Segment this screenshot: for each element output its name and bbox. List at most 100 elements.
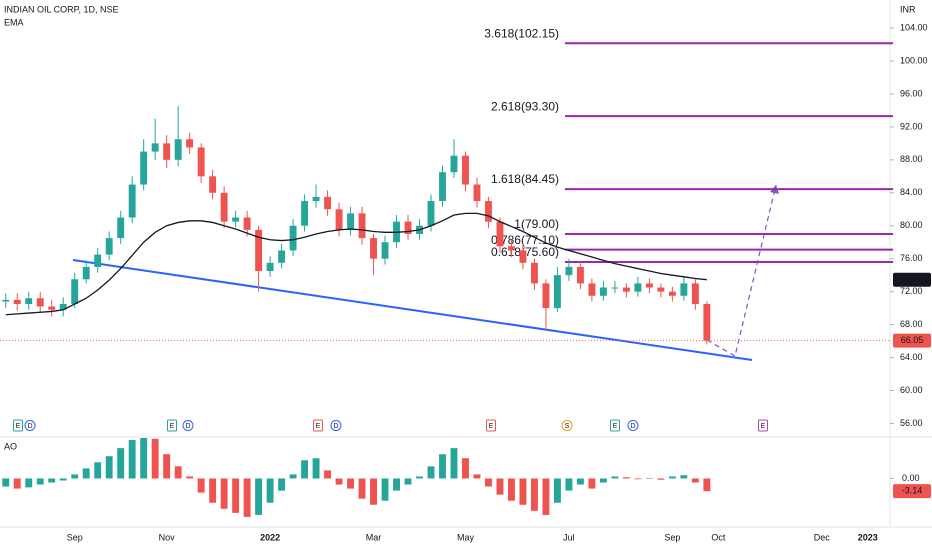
ao-tick-label: 0.00 — [902, 473, 920, 483]
candle-body — [289, 225, 297, 251]
last-price-label: 66.05 — [901, 335, 924, 345]
ao-bar — [599, 478, 607, 483]
ao-bar — [611, 476, 619, 479]
candle-body — [36, 298, 44, 307]
candle-body — [13, 299, 21, 305]
ao-bar — [427, 466, 435, 479]
ao-bar — [13, 478, 21, 489]
candle-body — [312, 196, 320, 202]
event-icon — [13, 419, 23, 432]
candle-body — [174, 139, 182, 160]
fib-label: 3.618(102.15) — [484, 26, 559, 40]
candle-body — [370, 238, 377, 259]
candle-body — [48, 306, 56, 310]
ao-bar — [703, 478, 711, 492]
candle-body — [105, 238, 113, 255]
y-tick-label: 64.00 — [900, 352, 923, 362]
ao-bar — [105, 456, 113, 479]
candle-body — [691, 283, 699, 305]
candle-body — [576, 266, 584, 284]
x-tick-label: Mar — [366, 532, 382, 542]
indicator-name: AO — [4, 441, 17, 451]
candle-body — [82, 266, 90, 280]
ao-bar — [59, 478, 67, 481]
fib-label: 1.618(84.45) — [491, 172, 559, 186]
ao-bar — [347, 478, 354, 489]
ao-value-label: -3.14 — [902, 486, 923, 496]
ao-bar — [393, 478, 400, 491]
candle-body — [508, 246, 515, 251]
chart-title: INDIAN OIL CORP, 1D, NSE — [4, 4, 119, 14]
fib-label: 2.618(93.30) — [491, 99, 559, 113]
candle-body — [128, 184, 136, 218]
ao-bar — [508, 478, 515, 501]
candle-body — [335, 209, 343, 230]
ao-bar — [197, 478, 205, 493]
projection-path — [706, 184, 777, 357]
event-icon — [330, 420, 342, 431]
candle-body — [657, 287, 665, 292]
candle-body — [622, 287, 630, 292]
candle-body — [2, 299, 10, 302]
event-label: D — [333, 423, 338, 430]
event-label: S — [565, 423, 570, 430]
ao-bar — [668, 476, 676, 479]
event-icon — [561, 420, 573, 431]
candle-body — [209, 176, 217, 193]
x-tick-label: Dec — [814, 532, 831, 542]
y-tick-label: 76.00 — [900, 253, 923, 263]
candle-body — [255, 229, 263, 272]
candle-body — [278, 250, 286, 263]
candle-body — [358, 213, 366, 239]
ao-bar — [312, 458, 320, 479]
y-tick-label: 72.00 — [900, 286, 923, 296]
y-tick-label: 104.00 — [900, 22, 928, 32]
candle-body — [634, 283, 642, 292]
ao-bar — [82, 468, 90, 479]
ao-bar — [117, 448, 125, 479]
ao-bar — [25, 478, 33, 488]
candle-body — [439, 172, 446, 202]
event-label: D — [185, 423, 190, 430]
candle-body — [588, 283, 596, 296]
y-tick-label: 100.00 — [900, 55, 928, 65]
x-tick-label: May — [457, 532, 475, 542]
candle-body — [404, 221, 412, 234]
candle-body — [703, 304, 711, 341]
ao-value-box — [893, 484, 931, 499]
ao-bar — [209, 478, 217, 503]
candle-body — [668, 291, 676, 296]
x-tick-label: 2022 — [260, 532, 280, 542]
candle-body — [266, 262, 274, 272]
ao-bar — [128, 440, 136, 479]
ao-bar — [232, 478, 240, 513]
ao-bar — [645, 478, 653, 479]
x-tick-label: Oct — [711, 532, 726, 542]
candle-body — [347, 213, 354, 230]
candle-body — [542, 283, 550, 309]
legend-entry: EMA — [4, 17, 24, 27]
candle-body — [71, 279, 79, 305]
ao-bar — [680, 475, 688, 479]
currency-label: INR — [900, 4, 916, 14]
ao-bar — [140, 438, 148, 479]
event-icon — [313, 419, 323, 432]
event-label: D — [27, 423, 32, 430]
last-price-box — [893, 333, 931, 348]
ao-bar — [71, 474, 79, 479]
ao-bar — [289, 474, 297, 479]
candle-body — [117, 217, 125, 239]
event-icon — [182, 420, 194, 431]
ao-bar — [553, 478, 561, 503]
event-icon — [24, 420, 36, 431]
ao-bar — [36, 478, 44, 485]
y-tick-label: 84.00 — [900, 187, 923, 197]
ao-bar — [381, 478, 389, 501]
ao-bar — [266, 478, 274, 503]
event-label: D — [630, 423, 635, 430]
y-tick-label: 92.00 — [900, 121, 923, 131]
candle-body — [324, 196, 332, 210]
ao-bar — [542, 478, 550, 515]
candle-body — [611, 287, 619, 289]
